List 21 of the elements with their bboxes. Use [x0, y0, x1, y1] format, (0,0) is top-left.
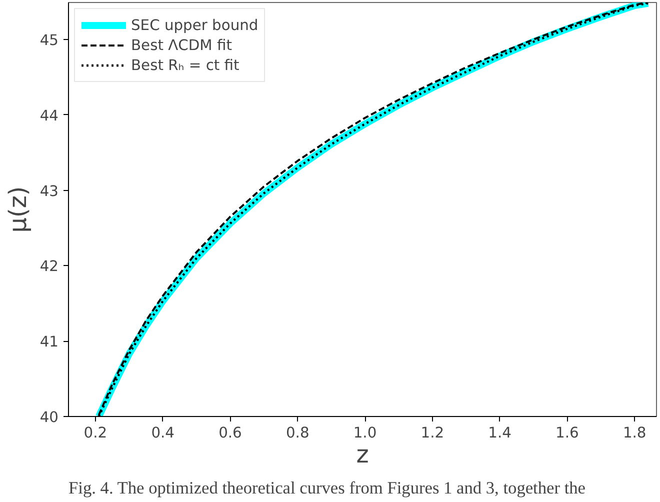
y-tick-label: 40 — [40, 409, 59, 426]
x-tick-label: 0.4 — [151, 424, 175, 442]
legend-label: Best Rₕ = ct fit — [131, 56, 240, 74]
x-tick-label: 1.2 — [420, 424, 444, 442]
x-tick-label: 1.8 — [622, 424, 646, 442]
x-tick-label: 1.4 — [488, 424, 512, 442]
x-tick-label: 1.0 — [353, 424, 377, 442]
legend-label: Best ΛCDM fit — [131, 36, 232, 54]
caption: Fig. 4. The optimized theoretical curves from Figures 1 and 3, together the — [68, 478, 586, 498]
x-tick-label: 0.2 — [84, 424, 108, 442]
y-tick-label: 43 — [40, 182, 59, 200]
y-tick-label: 42 — [40, 258, 59, 276]
x-tick-label: 0.8 — [286, 424, 310, 442]
y-tick-label: 44 — [40, 107, 59, 124]
x-tick-label: 1.6 — [556, 424, 579, 442]
x-axis-title: z — [356, 440, 369, 468]
y-tick-label: 45 — [40, 32, 59, 49]
y-axis-title: μ(z) — [4, 186, 32, 233]
legend-label: SEC upper bound — [131, 16, 258, 34]
x-tick-label: 0.6 — [218, 424, 242, 442]
y-tick-label: 41 — [40, 334, 59, 351]
